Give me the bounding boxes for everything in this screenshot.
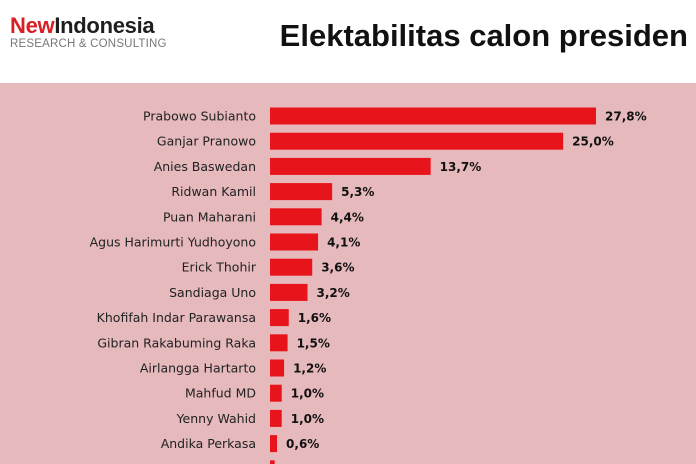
bar	[270, 258, 313, 276]
bar	[270, 460, 275, 464]
bar	[270, 384, 282, 402]
bar	[270, 409, 282, 427]
value-label: 0,4%	[284, 462, 317, 464]
value-label: 1,2%	[293, 362, 326, 376]
header: NewIndonesia RESEARCH & CONSULTING Elekt…	[0, 0, 696, 83]
category-label: Puan Maharani	[163, 209, 256, 224]
category-label: Gibran Rakabuming Raka	[97, 335, 256, 350]
value-label: 1,6%	[298, 311, 331, 325]
value-label: 27,8%	[605, 110, 647, 124]
logo-wordmark: NewIndonesia	[10, 14, 167, 38]
bar-chart: Prabowo Subianto 27,8% Ganjar Pranowo 25,0%…	[90, 107, 647, 464]
value-label: 3,6%	[321, 261, 354, 275]
bar	[270, 435, 278, 453]
bar	[270, 208, 322, 226]
bar	[270, 132, 564, 150]
category-label: Ganjar Pranowo	[157, 134, 256, 149]
category-label: Andika Perkasa	[161, 436, 256, 451]
category-label: Mahfud MD	[185, 386, 256, 401]
bar	[270, 309, 289, 327]
category-label: Agus Harimurti Yudhoyono	[90, 235, 256, 250]
value-label: 0,6%	[286, 437, 319, 451]
category-label: Muhaimin Iskandar	[137, 461, 257, 464]
value-label: 13,7%	[440, 160, 482, 174]
category-label: Airlangga Hartarto	[140, 361, 256, 376]
value-label: 5,3%	[341, 185, 374, 199]
category-label: Ridwan Kamil	[171, 184, 256, 199]
value-label: 3,2%	[317, 286, 350, 300]
logo-indonesia-text: Indonesia	[54, 13, 155, 38]
logo-subtitle: RESEARCH & CONSULTING	[10, 38, 167, 50]
bar	[270, 183, 333, 201]
category-label: Khofifah Indar Parawansa	[97, 310, 256, 325]
bar	[270, 233, 319, 251]
bar	[270, 359, 285, 377]
value-label: 4,4%	[331, 210, 364, 224]
value-label: 4,1%	[327, 236, 360, 250]
category-label: Erick Thohir	[182, 260, 257, 275]
bar	[270, 157, 431, 175]
value-label: 25,0%	[572, 135, 614, 149]
logo-new-text: New	[10, 13, 55, 38]
category-label: Anies Baswedan	[154, 159, 256, 174]
newindonesia-logo: NewIndonesia RESEARCH & CONSULTING	[10, 14, 167, 51]
category-label: Prabowo Subianto	[143, 109, 256, 124]
bar	[270, 283, 308, 301]
value-label: 1,0%	[291, 412, 324, 426]
value-label: 1,0%	[291, 387, 324, 401]
chart-title: Elektabilitas calon presiden	[279, 18, 688, 53]
category-label: Sandiaga Uno	[169, 285, 256, 300]
bar	[270, 107, 596, 125]
category-label: Yenny Wahid	[176, 411, 256, 426]
chart-panel: Prabowo Subianto 27,8% Ganjar Pranowo 25,0%…	[0, 83, 696, 464]
bar	[270, 334, 288, 352]
value-label: 1,5%	[297, 336, 330, 350]
